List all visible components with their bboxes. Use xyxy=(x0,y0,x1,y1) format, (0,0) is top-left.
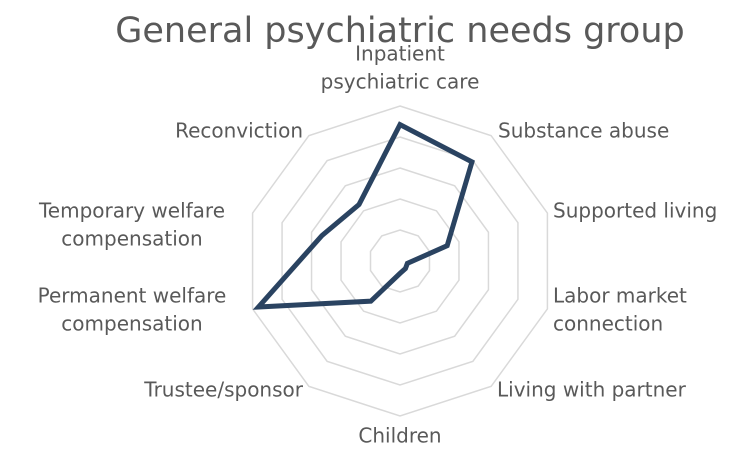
axis-label: Inpatient xyxy=(355,42,445,66)
axis-label: psychiatric care xyxy=(321,70,480,94)
series-line xyxy=(252,121,475,310)
axis-label: Trustee/sponsor xyxy=(143,378,303,402)
axis-label: connection xyxy=(553,312,663,336)
grid-ring xyxy=(251,105,549,417)
axis-label: Reconviction xyxy=(175,119,303,143)
axis-label: compensation xyxy=(61,312,202,336)
axis-label: Labor market xyxy=(553,284,687,308)
axis-label: compensation xyxy=(61,227,202,251)
grid-ring xyxy=(281,136,519,386)
axis-label: Substance abuse xyxy=(498,119,669,143)
axis-label: Supported living xyxy=(553,199,717,223)
chart-title: General psychiatric needs group xyxy=(115,11,685,51)
grid-ring xyxy=(369,229,431,293)
axis-label: Temporary welfare xyxy=(38,199,225,223)
grid-ring xyxy=(310,167,490,355)
axis-label: Permanent welfare xyxy=(38,284,227,308)
grid-ring xyxy=(340,198,460,324)
axis-label: Living with partner xyxy=(497,378,687,402)
axis-label: Children xyxy=(358,424,441,448)
